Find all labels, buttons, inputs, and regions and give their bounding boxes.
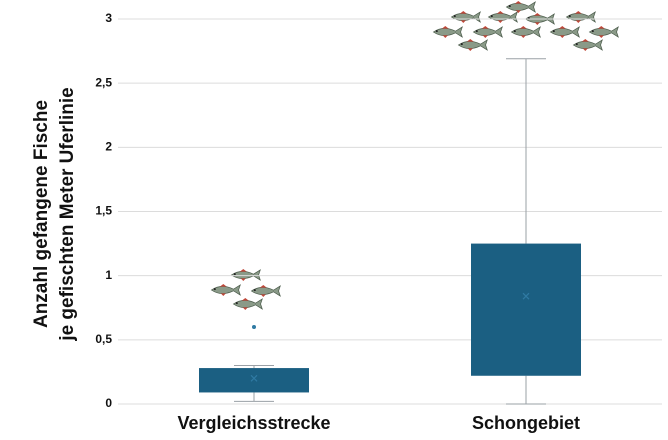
x-tick-label: Schongebiet [472,413,580,433]
y-tick-label: 0,5 [95,332,112,346]
y-tick-label: 2 [105,140,112,154]
box [471,243,581,376]
y-tick-label: 2,5 [95,75,112,89]
y-tick-label: 1,5 [95,204,112,218]
outlier [252,325,256,329]
y-axis-title: je gefischten Meter Uferlinie [57,87,78,341]
box [199,368,309,393]
mean-marker [522,292,530,300]
x-tick-label: Vergleichsstrecke [177,413,330,433]
y-axis-title: Anzahl gefangene Fische [31,100,52,328]
mean-marker [250,374,258,382]
y-tick-label: 1 [105,268,112,282]
y-tick-label: 0 [105,396,112,410]
y-tick-label: 3 [105,11,112,25]
